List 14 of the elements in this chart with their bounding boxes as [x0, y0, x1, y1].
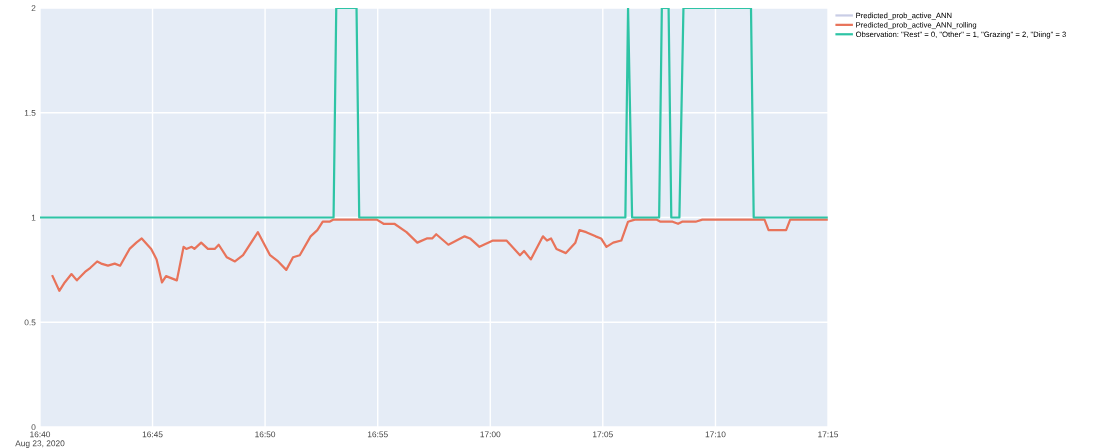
y-tick-label: 1.5 [24, 110, 36, 116]
y-tick-label: 1 [31, 214, 36, 221]
y-tick-label: 0.5 [24, 319, 36, 326]
x-tick-label: 16:55 [367, 431, 388, 438]
x-tick-label: 17:00 [480, 431, 501, 438]
x-tick-label: 16:40 Aug 23, 2020 [15, 431, 65, 448]
x-tick-label: 16:45 [142, 431, 163, 438]
line-series [51, 218, 828, 292]
y-tick-label: 2 [31, 5, 36, 12]
x-tick-label: 17:10 [705, 431, 726, 438]
x-tick-label: 17:05 [593, 431, 613, 438]
y-tick-label: 0 [31, 424, 36, 431]
x-tick-label: 16:50 [255, 431, 276, 438]
x-tick-label: 17:15 [818, 431, 839, 438]
